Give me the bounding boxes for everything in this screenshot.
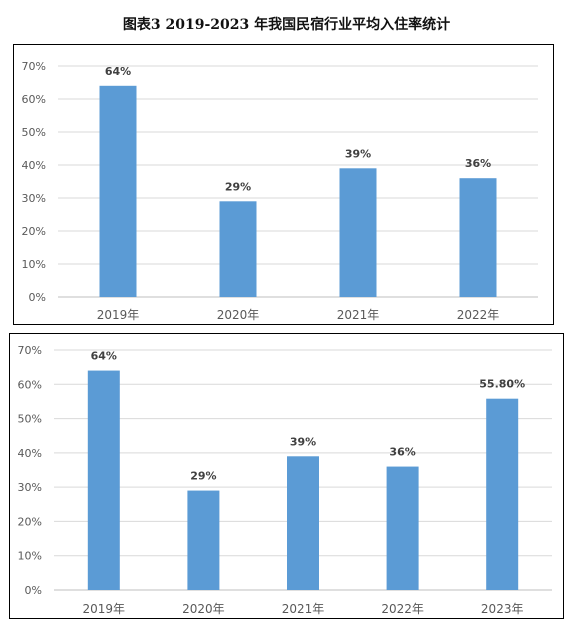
c1-y-tick-label: 70% [22, 60, 46, 73]
chart-2019-2022: 0% 10% 20% 30% 40% 50% 60% 70% 64% 2019年 29% 2020年 3… [13, 44, 554, 325]
c1-bar [459, 178, 497, 297]
c2-category-label: 2021年 [282, 602, 325, 616]
c2-y-tick-label: 70% [18, 344, 42, 357]
c2-y-tick-label: 0% [25, 584, 42, 597]
c2-data-label: 55.80% [479, 378, 525, 391]
c2-y-tick-label: 50% [18, 413, 42, 426]
c1-y-tick-label: 40% [22, 159, 46, 172]
c2-y-tick-label: 40% [18, 447, 42, 460]
c2-bar [187, 490, 220, 590]
c1-data-label: 36% [465, 157, 491, 170]
chart-2019-2022-svg: 0% 10% 20% 30% 40% 50% 60% 70% 64% 2019年 29% 2020年 3… [22, 60, 538, 322]
c2-y-tick-label: 20% [18, 515, 42, 528]
c2-category-label: 2023年 [481, 602, 524, 616]
c2-data-label: 36% [389, 446, 415, 459]
chart-2019-2023: 0% 10% 20% 30% 40% 50% 60% 70% 64% 2019年 29% 2020年 3… [9, 333, 564, 619]
c2-y-tick-label: 30% [18, 481, 42, 494]
c1-category-label: 2019年 [97, 308, 140, 322]
c1-data-label: 39% [345, 147, 371, 160]
c1-y-tick-label: 10% [22, 258, 46, 271]
c1-category-label: 2021年 [337, 308, 380, 322]
c2-bar [87, 370, 120, 590]
c2-data-label: 39% [290, 435, 316, 448]
c2-category-label: 2019年 [83, 602, 126, 616]
c1-y-tick-label: 20% [22, 225, 46, 238]
c1-category-label: 2022年 [457, 308, 500, 322]
c1-data-label: 29% [225, 180, 251, 193]
c2-bar [486, 398, 519, 590]
c2-category-label: 2022年 [381, 602, 424, 616]
c2-bar [386, 466, 419, 590]
c1-data-label: 64% [105, 65, 131, 78]
c1-bar [219, 201, 257, 297]
c2-y-tick-label: 10% [18, 550, 42, 563]
c2-data-label: 29% [190, 470, 216, 483]
c1-bar [339, 168, 377, 297]
c1-bar [99, 85, 137, 297]
c1-y-tick-label: 50% [22, 126, 46, 139]
c1-category-label: 2020年 [217, 308, 260, 322]
c1-y-tick-label: 60% [22, 93, 46, 106]
c2-category-label: 2020年 [182, 602, 225, 616]
c2-bar [287, 456, 319, 590]
chart-2019-2023-svg: 0% 10% 20% 30% 40% 50% 60% 70% 64% 2019年 29% 2020年 3… [18, 344, 552, 616]
c1-y-tick-label: 30% [22, 192, 46, 205]
figure-title: 图表3 2019-2023 年我国民宿行业平均入住率统计 [122, 17, 451, 33]
c2-y-tick-label: 60% [18, 378, 42, 391]
c1-y-tick-label: 0% [29, 291, 46, 304]
c2-data-label: 64% [91, 350, 117, 363]
